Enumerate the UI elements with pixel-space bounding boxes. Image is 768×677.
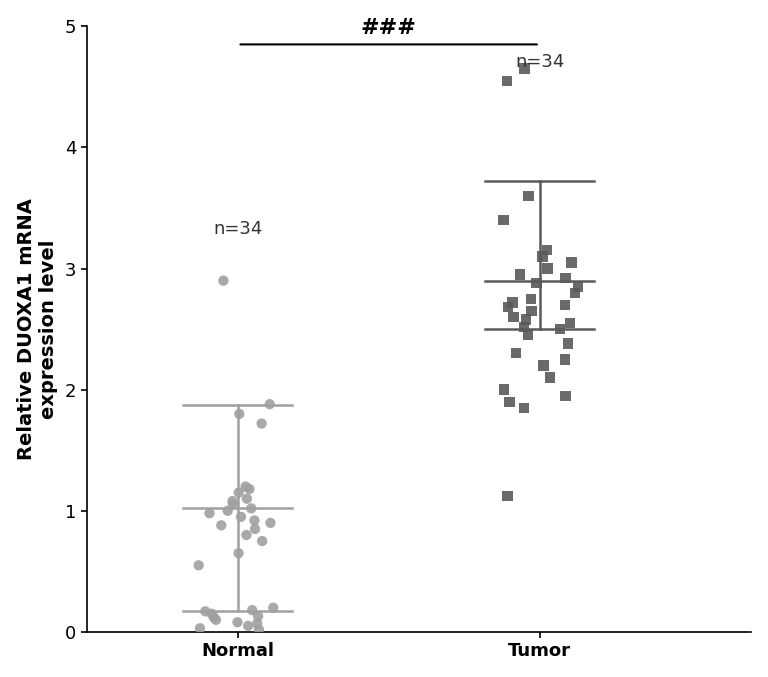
- Point: [572, 281, 584, 292]
- Point: [559, 390, 571, 401]
- Point: [554, 324, 566, 334]
- Point: [530, 278, 542, 288]
- Point: [559, 273, 571, 284]
- Point: [233, 408, 246, 419]
- Point: [498, 215, 510, 225]
- Point: [503, 396, 515, 407]
- Point: [215, 520, 227, 531]
- Point: [565, 257, 578, 268]
- Point: [251, 618, 263, 629]
- Point: [518, 402, 530, 413]
- Text: n=34: n=34: [213, 220, 263, 238]
- Point: [217, 276, 230, 286]
- Point: [231, 617, 243, 628]
- Point: [520, 314, 532, 325]
- Point: [541, 263, 554, 274]
- Point: [544, 372, 556, 383]
- Point: [498, 385, 511, 395]
- Point: [208, 612, 220, 623]
- Point: [199, 606, 211, 617]
- Point: [525, 305, 538, 316]
- Point: [227, 496, 239, 506]
- Point: [242, 620, 254, 631]
- Point: [564, 318, 576, 328]
- Point: [522, 330, 535, 341]
- Point: [501, 75, 513, 86]
- Point: [267, 603, 280, 613]
- Point: [253, 624, 265, 635]
- Point: [256, 418, 268, 429]
- Point: [522, 190, 535, 201]
- Point: [518, 322, 530, 332]
- Point: [514, 269, 526, 280]
- Point: [249, 523, 261, 534]
- Point: [233, 487, 245, 498]
- Point: [536, 251, 548, 262]
- Point: [559, 354, 571, 365]
- Point: [240, 494, 253, 504]
- Text: n=34: n=34: [515, 53, 564, 71]
- Point: [245, 503, 257, 514]
- Point: [541, 245, 553, 256]
- Point: [194, 623, 206, 634]
- Point: [221, 505, 233, 516]
- Point: [510, 348, 522, 359]
- Point: [263, 399, 276, 410]
- Point: [246, 605, 258, 615]
- Y-axis label: Relative DUOXA1 mRNA
expression level: Relative DUOXA1 mRNA expression level: [17, 198, 58, 460]
- Point: [235, 511, 247, 522]
- Point: [227, 500, 239, 510]
- Point: [518, 63, 531, 74]
- Point: [538, 360, 550, 371]
- Point: [204, 508, 216, 519]
- Point: [206, 609, 218, 619]
- Point: [502, 302, 514, 313]
- Point: [210, 615, 222, 626]
- Point: [502, 491, 514, 502]
- Point: [508, 311, 520, 322]
- Point: [525, 293, 537, 304]
- Point: [506, 297, 518, 308]
- Point: [240, 481, 252, 492]
- Point: [240, 529, 253, 540]
- Point: [233, 548, 245, 559]
- Point: [256, 536, 268, 546]
- Text: ###: ###: [361, 18, 417, 39]
- Point: [264, 517, 276, 528]
- Point: [252, 611, 264, 621]
- Point: [193, 560, 205, 571]
- Point: [561, 338, 574, 349]
- Point: [568, 287, 581, 298]
- Point: [243, 483, 256, 494]
- Point: [559, 299, 571, 310]
- Point: [248, 515, 260, 526]
